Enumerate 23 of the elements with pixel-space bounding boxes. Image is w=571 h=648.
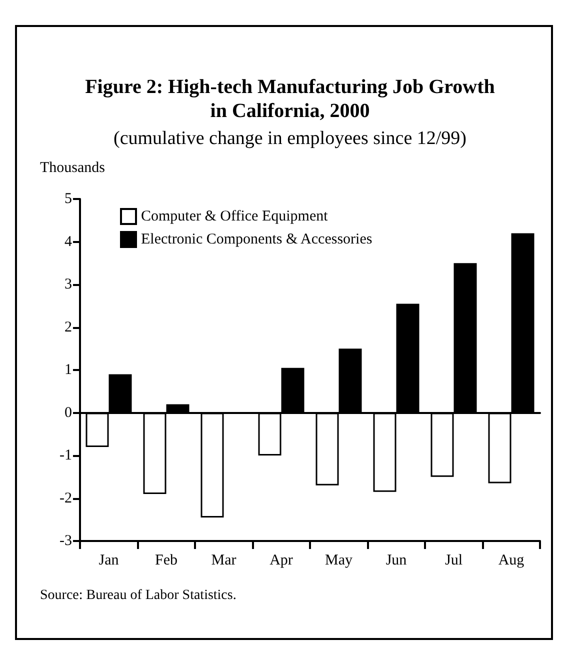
y-tick-label: 5 [64, 191, 72, 207]
x-tick-label: May [325, 552, 353, 568]
y-tick-label: 4 [64, 234, 72, 250]
chart-subtitle: (cumulative change in employees since 12/99) [112, 128, 468, 150]
x-tick-label: Aug [498, 552, 525, 568]
x-tick-label: Apr [270, 552, 293, 568]
x-tick-label: Jul [444, 552, 463, 568]
y-tick-label: -3 [60, 533, 72, 549]
y-tick-label: 3 [64, 276, 72, 292]
legend-label: Electronic Components & Accessories [141, 232, 372, 248]
chart-title: Figure 2: High-tech Manufacturing Job Growth in California, 2000 [84, 75, 496, 123]
legend-label: Computer & Office Equipment [141, 208, 329, 224]
y-tick-label: -1 [60, 448, 72, 464]
y-tick-label: 0 [64, 404, 72, 421]
y-tick-label: 1 [64, 362, 72, 378]
x-tick-label: Feb [155, 552, 178, 568]
x-tick-label: Jun [386, 552, 408, 568]
x-tick-label: Jan [98, 552, 120, 568]
source-note: Source: Bureau of Labor Statistics. [40, 588, 236, 604]
x-tick-label: Mar [211, 552, 236, 568]
y-tick-label: -2 [60, 490, 72, 506]
y-axis-title: Thousands [40, 160, 105, 177]
y-tick-label: 2 [64, 319, 72, 336]
